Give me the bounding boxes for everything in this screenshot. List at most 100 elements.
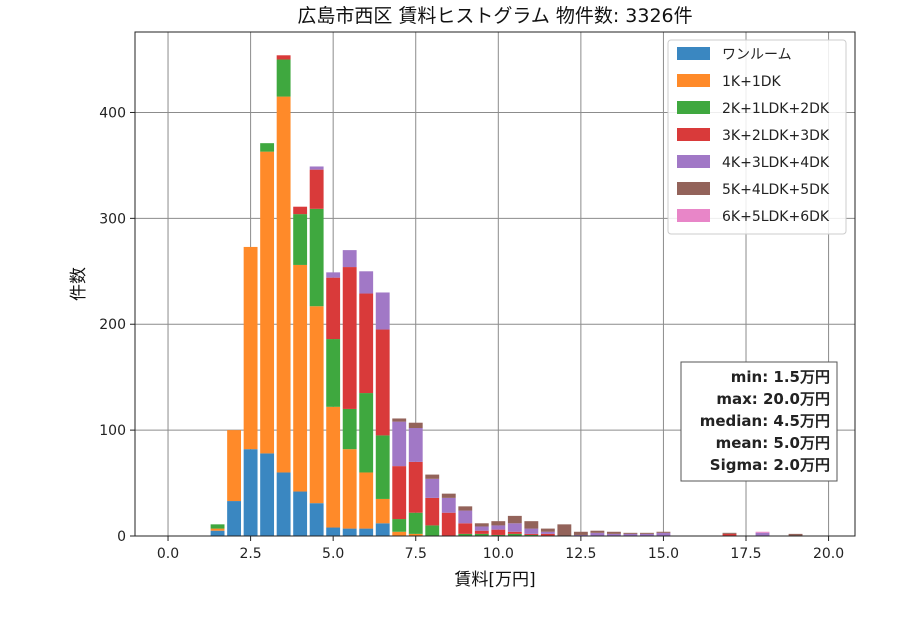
bar-segment: [309, 169, 324, 209]
bar-segment: [590, 532, 605, 536]
stats-line: max: 20.0万円: [716, 390, 830, 408]
bar-segment: [491, 521, 506, 526]
bar-segment: [425, 497, 440, 526]
bar-segment: [326, 277, 341, 340]
bar-segment: [639, 532, 654, 534]
bar-segment: [359, 271, 374, 294]
bar-segment: [606, 531, 621, 534]
bar-segment: [524, 521, 539, 529]
bar-segment: [342, 267, 357, 409]
bar-segment: [408, 422, 423, 428]
bar-segment: [326, 527, 341, 536]
legend-swatch: [677, 128, 710, 141]
bar-segment: [408, 461, 423, 513]
bar-segment: [722, 533, 737, 536]
bar-segment: [276, 472, 291, 536]
bar-segment: [227, 501, 242, 536]
y-tick-label: 0: [117, 529, 126, 545]
bar-segment: [392, 418, 407, 422]
y-axis-label: 件数: [69, 267, 89, 301]
bar-segment: [573, 534, 588, 536]
bar-segment: [342, 250, 357, 268]
bar-segment: [260, 453, 275, 536]
y-tick-label: 200: [99, 317, 126, 333]
legend-label: 3K+2LDK+3DK: [722, 128, 830, 144]
bar-segment: [359, 293, 374, 394]
legend-swatch: [677, 101, 710, 114]
legend-label: 5K+4LDK+5DK: [722, 182, 830, 198]
bar-segment: [309, 208, 324, 307]
bar-segment: [243, 246, 258, 450]
bar-segment: [441, 497, 456, 513]
bar-segment: [623, 532, 638, 534]
stats-box-frame: [680, 361, 838, 482]
bar-segment: [293, 491, 308, 536]
legend-swatch: [677, 209, 710, 222]
bar-segment: [276, 55, 291, 60]
bar-segment: [243, 449, 258, 536]
bar-segment: [458, 533, 473, 536]
legend-swatch: [677, 74, 710, 87]
bar-segment: [557, 524, 572, 536]
bar-segment: [293, 214, 308, 265]
stats-line: min: 1.5万円: [731, 368, 830, 386]
x-tick-label: 17.5: [730, 546, 761, 562]
bar-segment: [392, 531, 407, 536]
y-tick-label: 100: [99, 423, 126, 439]
bar-segment: [656, 531, 671, 533]
bar-segment: [540, 533, 555, 536]
stats-line: median: 4.5万円: [700, 412, 830, 430]
bar-segment: [359, 393, 374, 473]
bar-segment: [293, 206, 308, 215]
bar-segment: [491, 534, 506, 536]
bar-segment: [441, 512, 456, 536]
bar-segment: [491, 529, 506, 535]
bar-segment: [540, 528, 555, 532]
bar-segment: [474, 523, 489, 527]
bar-segment: [474, 533, 489, 536]
bar-segment: [326, 339, 341, 407]
legend-swatch: [677, 47, 710, 60]
bar-segment: [375, 498, 390, 524]
bar-segment: [392, 519, 407, 532]
bar-segment: [573, 531, 588, 535]
bar-segment: [342, 528, 357, 536]
bar-segment: [524, 534, 539, 536]
bar-segment: [507, 523, 522, 532]
legend-frame: [667, 39, 847, 235]
bar-segment: [227, 430, 242, 502]
bar-segment: [474, 530, 489, 534]
x-tick-label: 10.0: [483, 546, 514, 562]
bar-segment: [458, 506, 473, 511]
bar-segment: [408, 533, 423, 536]
x-tick-label: 20.0: [813, 546, 844, 562]
bar-segment: [210, 524, 225, 529]
stats-line: mean: 5.0万円: [716, 434, 830, 452]
x-tick-label: 15.0: [648, 546, 679, 562]
legend: ワンルーム 1K+1DK 2K+1LDK+2DK 3K+2LDK+3DK 4K+3LDK…: [667, 39, 847, 235]
legend-label: 4K+3LDK+4DK: [722, 155, 830, 171]
legend-label: ワンルーム: [722, 47, 792, 63]
bar-segment: [788, 533, 803, 536]
bar-segment: [342, 449, 357, 529]
y-axis-ticks: 0 100 200 300 400: [99, 105, 135, 545]
bar-segment: [210, 528, 225, 531]
x-tick-label: 2.5: [239, 546, 261, 562]
bar-segment: [342, 408, 357, 450]
bar-segment: [524, 533, 539, 535]
x-axis-label: 賃料[万円]: [454, 570, 535, 590]
x-tick-label: 12.5: [565, 546, 596, 562]
legend-label: 2K+1LDK+2DK: [722, 101, 830, 117]
bar-segment: [474, 526, 489, 531]
bar-segment: [491, 525, 506, 530]
legend-label: 1K+1DK: [722, 74, 782, 90]
bar-segment: [309, 503, 324, 536]
bar-segment: [293, 264, 308, 492]
bar-segment: [425, 525, 440, 536]
x-tick-label: 0.0: [157, 546, 179, 562]
bar-segment: [606, 533, 621, 536]
bar-segment: [375, 523, 390, 536]
bar-segment: [392, 421, 407, 467]
bar-segment: [755, 532, 770, 536]
